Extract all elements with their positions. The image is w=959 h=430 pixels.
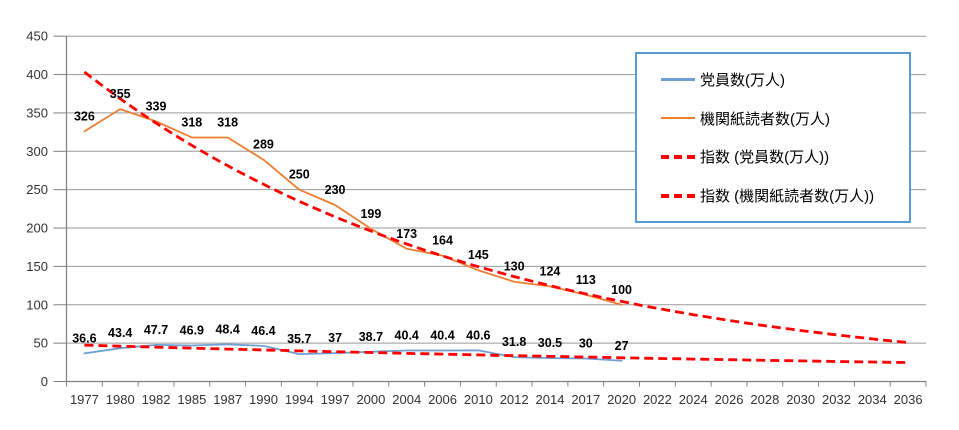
x-axis-tick-label: 2026 — [715, 392, 744, 407]
legend-label-party-members: 党員数(万人) — [700, 71, 785, 89]
data-label-series-0: 43.4 — [108, 326, 132, 340]
newspaper-readers-line-icon — [661, 116, 695, 120]
y-axis-tick-label: 450 — [26, 29, 48, 44]
x-axis-tick-label: 2012 — [500, 392, 529, 407]
x-axis-tick-label: 1982 — [142, 392, 171, 407]
trendline-0 — [84, 343, 909, 364]
data-label-series-0: 46.4 — [251, 324, 275, 338]
trend-party-members-dashed-line-icon — [661, 154, 695, 159]
legend-item-trend-newspaper-readers: 指数 (機関紙読者数(万人)) — [637, 185, 909, 206]
x-axis-tick-label: 2000 — [356, 392, 385, 407]
data-label-series-1: 326 — [74, 109, 95, 123]
data-label-series-0: 27 — [615, 339, 629, 353]
data-label-series-1: 130 — [504, 260, 525, 274]
x-axis-tick-label: 1994 — [285, 392, 314, 407]
data-label-series-1: 250 — [289, 168, 310, 182]
data-label-series-1: 318 — [181, 115, 202, 129]
trend-newspaper-readers-dashed-line-icon — [661, 193, 695, 198]
y-axis-tick-label: 0 — [41, 374, 48, 389]
data-label-series-1: 339 — [146, 99, 167, 113]
data-label-series-0: 47.7 — [144, 323, 168, 337]
data-label-series-0: 31.8 — [502, 335, 526, 349]
x-axis-tick-label: 1997 — [321, 392, 350, 407]
data-label-series-0: 38.7 — [359, 330, 383, 344]
data-label-series-0: 30.5 — [538, 336, 562, 350]
y-axis-tick-label: 150 — [26, 259, 48, 274]
legend-item-newspaper-readers: 機関紙読者数(万人) — [637, 108, 909, 129]
y-axis-tick-label: 250 — [26, 182, 48, 197]
y-axis-tick-label: 350 — [26, 105, 48, 120]
y-axis-tick-label: 400 — [26, 67, 48, 82]
data-label-series-0: 40.4 — [395, 328, 419, 342]
data-label-series-1: 173 — [396, 227, 417, 241]
x-axis-tick-label: 2022 — [643, 392, 672, 407]
legend-label-trend-party-members: 指数 (党員数(万人)) — [700, 149, 830, 167]
data-label-series-0: 35.7 — [287, 332, 311, 346]
x-axis-tick-label: 2014 — [536, 392, 565, 407]
x-axis-tick-label: 2036 — [894, 392, 923, 407]
y-axis-tick-label: 200 — [26, 221, 48, 236]
data-label-series-1: 164 — [432, 234, 453, 248]
x-axis-tick-label: 1980 — [106, 392, 135, 407]
legend-label-trend-newspaper-readers: 指数 (機関紙読者数(万人)) — [700, 188, 875, 206]
data-label-series-0: 40.6 — [466, 328, 490, 342]
data-label-series-0: 36.6 — [72, 331, 96, 345]
data-label-series-1: 199 — [360, 207, 381, 221]
data-label-series-1: 230 — [325, 183, 346, 197]
x-axis-tick-label: 2017 — [571, 392, 600, 407]
y-axis-tick-label: 300 — [26, 144, 48, 159]
x-axis-tick-label: 1987 — [213, 392, 242, 407]
data-label-series-1: 113 — [576, 273, 596, 287]
x-axis-tick-label: 1977 — [70, 392, 99, 407]
x-axis-tick-label: 2004 — [392, 392, 421, 407]
data-label-series-0: 37 — [328, 331, 342, 345]
data-label-series-1: 145 — [468, 248, 489, 262]
data-label-series-1: 100 — [611, 283, 632, 297]
data-label-series-0: 30 — [579, 336, 593, 350]
data-label-series-1: 289 — [253, 138, 274, 152]
data-label-series-0: 40.4 — [430, 328, 454, 342]
legend-item-trend-party-members: 指数 (党員数(万人)) — [637, 146, 909, 167]
data-label-series-0: 46.9 — [180, 324, 204, 338]
x-axis-tick-label: 1990 — [249, 392, 278, 407]
x-axis-tick-label: 2028 — [750, 392, 779, 407]
data-label-series-1: 355 — [110, 87, 131, 101]
legend-label-newspaper-readers: 機関紙読者数(万人) — [700, 110, 830, 128]
x-axis-tick-label: 2020 — [607, 392, 636, 407]
y-axis-tick-label: 100 — [26, 297, 48, 312]
data-label-series-1: 124 — [540, 264, 561, 278]
x-axis-tick-label: 2030 — [786, 392, 815, 407]
x-axis-tick-label: 2034 — [858, 392, 887, 407]
x-axis-tick-label: 1985 — [177, 392, 206, 407]
x-axis-tick-label: 2010 — [464, 392, 493, 407]
y-axis-tick-label: 50 — [34, 336, 48, 351]
party-members-line-icon — [661, 78, 695, 81]
x-axis-tick-label: 2006 — [428, 392, 457, 407]
legend-item-party-members: 党員数(万人) — [637, 69, 909, 90]
x-axis-tick-label: 2024 — [679, 392, 708, 407]
data-label-series-1: 318 — [217, 115, 238, 129]
series-line-1 — [83, 108, 623, 306]
x-axis-tick-label: 2032 — [822, 392, 851, 407]
legend: 党員数(万人) 機関紙読者数(万人) 指数 (党員数(万人)) 指数 (機関紙読… — [635, 52, 911, 223]
data-label-series-0: 48.4 — [215, 322, 239, 336]
